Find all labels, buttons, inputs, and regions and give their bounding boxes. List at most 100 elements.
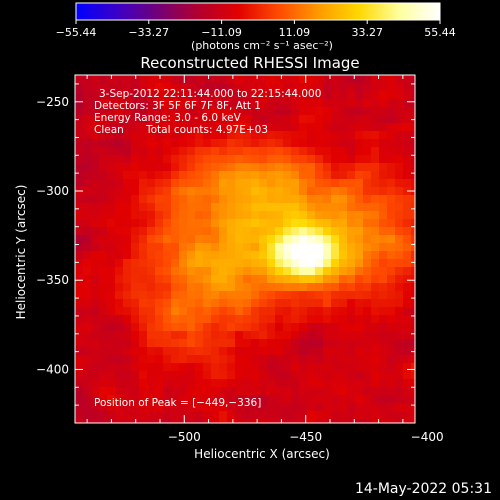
heatmap-pixel bbox=[251, 235, 259, 243]
heatmap-pixel bbox=[331, 283, 339, 291]
heatmap-pixel bbox=[219, 115, 227, 123]
heatmap-pixel bbox=[211, 403, 219, 411]
heatmap-pixel bbox=[307, 395, 315, 403]
heatmap-pixel bbox=[387, 187, 395, 195]
heatmap-pixel bbox=[115, 331, 123, 339]
heatmap-pixel bbox=[299, 139, 307, 147]
heatmap-pixel bbox=[131, 339, 139, 347]
heatmap-pixel bbox=[251, 187, 259, 195]
heatmap-pixel bbox=[99, 187, 107, 195]
heatmap-pixel bbox=[339, 147, 347, 155]
heatmap-pixel bbox=[387, 83, 395, 91]
heatmap-pixel bbox=[155, 347, 163, 355]
heatmap-pixel bbox=[99, 211, 107, 219]
heatmap-pixel bbox=[179, 187, 187, 195]
heatmap-pixel bbox=[99, 403, 107, 411]
heatmap-pixel bbox=[115, 299, 123, 307]
heatmap-pixel bbox=[299, 379, 307, 387]
heatmap-pixel bbox=[219, 83, 227, 91]
heatmap-pixel bbox=[251, 371, 259, 379]
heatmap-pixel bbox=[347, 195, 355, 203]
heatmap-pixel bbox=[123, 379, 131, 387]
heatmap-pixel bbox=[363, 139, 371, 147]
heatmap-pixel bbox=[235, 371, 243, 379]
heatmap-pixel bbox=[123, 331, 131, 339]
plot-frame bbox=[74, 74, 416, 424]
heatmap-pixel bbox=[147, 219, 155, 227]
heatmap-pixel bbox=[371, 179, 379, 187]
heatmap-pixel bbox=[267, 403, 275, 411]
heatmap-pixel bbox=[323, 347, 331, 355]
heatmap-pixel bbox=[91, 283, 99, 291]
heatmap-pixel bbox=[315, 235, 323, 243]
heatmap-pixel bbox=[107, 83, 115, 91]
heatmap-pixel bbox=[219, 371, 227, 379]
heatmap-pixel bbox=[267, 83, 275, 91]
heatmap-pixel bbox=[211, 91, 219, 99]
heatmap-pixel bbox=[99, 155, 107, 163]
heatmap-pixel bbox=[139, 163, 147, 171]
heatmap-pixel bbox=[403, 275, 411, 283]
heatmap-pixel bbox=[387, 275, 395, 283]
heatmap-pixel bbox=[347, 419, 355, 423]
heatmap-pixel bbox=[179, 131, 187, 139]
heatmap-pixel bbox=[371, 347, 379, 355]
heatmap-pixel bbox=[323, 267, 331, 275]
heatmap-pixel bbox=[307, 363, 315, 371]
heatmap-pixel bbox=[275, 219, 283, 227]
heatmap-pixel bbox=[243, 75, 251, 83]
heatmap-pixel bbox=[363, 243, 371, 251]
heatmap-pixel bbox=[371, 139, 379, 147]
heatmap-pixel bbox=[195, 347, 203, 355]
heatmap-pixel bbox=[139, 123, 147, 131]
heatmap-pixel bbox=[203, 419, 211, 423]
heatmap-pixel bbox=[243, 363, 251, 371]
heatmap-pixel bbox=[251, 411, 259, 419]
heatmap-pixel bbox=[235, 251, 243, 259]
heatmap-pixel bbox=[83, 339, 91, 347]
heatmap-pixel bbox=[403, 171, 411, 179]
heatmap-pixel bbox=[155, 131, 163, 139]
heatmap-pixel bbox=[387, 243, 395, 251]
heatmap-pixel bbox=[355, 323, 363, 331]
heatmap-pixel bbox=[315, 115, 323, 123]
heatmap-pixel bbox=[75, 387, 83, 395]
heatmap-pixel bbox=[163, 339, 171, 347]
heatmap-pixel bbox=[155, 339, 163, 347]
heatmap-pixel bbox=[139, 195, 147, 203]
heatmap-pixel bbox=[75, 131, 83, 139]
heatmap-pixel bbox=[139, 411, 147, 419]
heatmap-pixel bbox=[107, 99, 115, 107]
heatmap-pixel bbox=[307, 235, 315, 243]
heatmap-pixel bbox=[219, 139, 227, 147]
heatmap-pixel bbox=[147, 91, 155, 99]
heatmap-pixel bbox=[315, 299, 323, 307]
heatmap-pixel bbox=[395, 267, 403, 275]
heatmap-pixel bbox=[123, 171, 131, 179]
heatmap-pixel bbox=[195, 387, 203, 395]
heatmap-pixel bbox=[347, 75, 355, 83]
x-axis-label: Heliocentric X (arcsec) bbox=[194, 447, 330, 461]
heatmap-pixel bbox=[259, 339, 267, 347]
heatmap-pixel bbox=[291, 187, 299, 195]
heatmap-pixel bbox=[155, 123, 163, 131]
heatmap-pixel bbox=[243, 115, 251, 123]
heatmap-pixel bbox=[123, 307, 131, 315]
heatmap-pixel bbox=[315, 83, 323, 91]
heatmap-pixel bbox=[147, 83, 155, 91]
heatmap-pixel bbox=[171, 171, 179, 179]
heatmap-pixel bbox=[387, 131, 395, 139]
heatmap-pixel bbox=[131, 147, 139, 155]
heatmap-pixel bbox=[355, 227, 363, 235]
heatmap-pixel bbox=[171, 235, 179, 243]
heatmap-pixel bbox=[107, 227, 115, 235]
heatmap-pixel bbox=[227, 227, 235, 235]
heatmap-pixel bbox=[347, 299, 355, 307]
heatmap-pixel bbox=[219, 227, 227, 235]
heatmap-pixel bbox=[203, 283, 211, 291]
heatmap-pixel bbox=[323, 171, 331, 179]
heatmap-pixel bbox=[243, 243, 251, 251]
heatmap-pixel bbox=[315, 155, 323, 163]
heatmap-pixel bbox=[155, 355, 163, 363]
heatmap-pixel bbox=[99, 299, 107, 307]
